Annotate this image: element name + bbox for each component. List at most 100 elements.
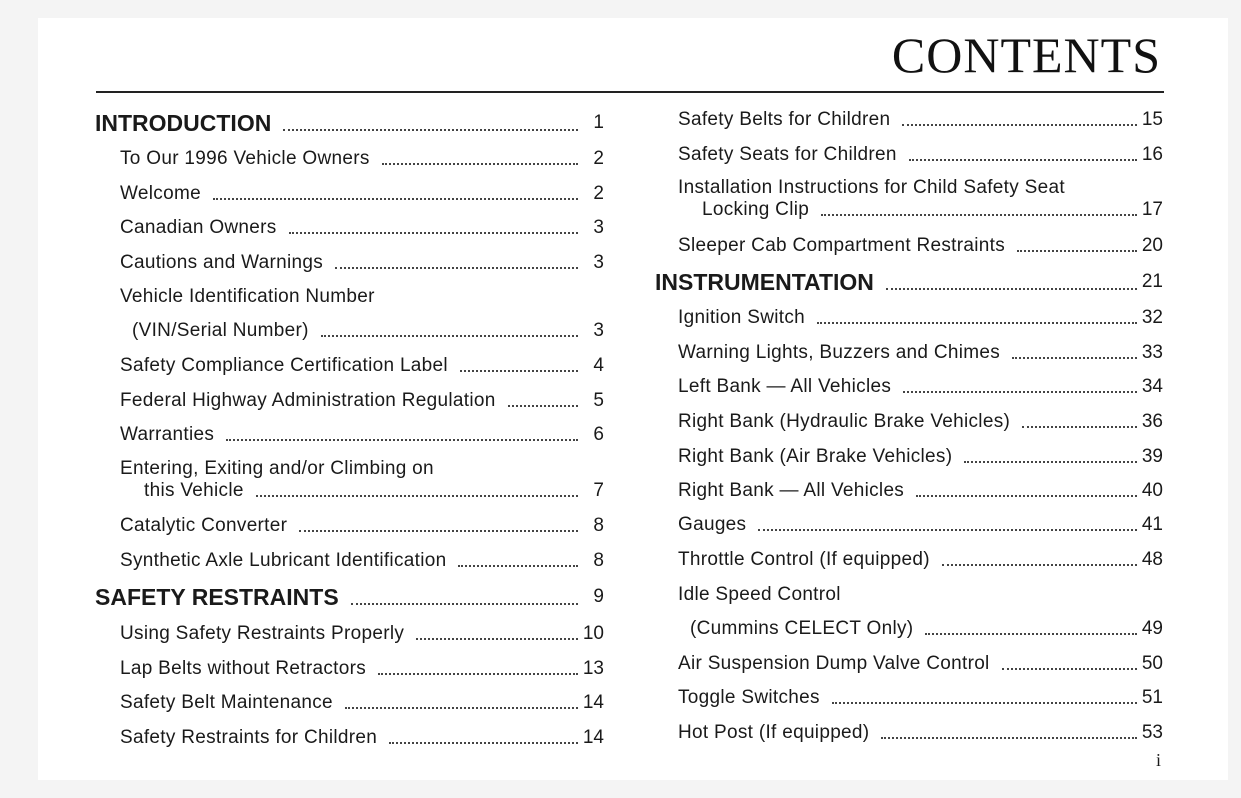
toc-entry-page: 2 (593, 148, 604, 169)
dot-leader (941, 564, 1137, 566)
toc-entry: Toggle Switches 51 (678, 687, 1163, 709)
dot-leader (459, 370, 578, 372)
toc-entry-label: Toggle Switches (678, 687, 820, 708)
toc-entry: Left Bank — All Vehicles 34 (678, 376, 1163, 398)
dot-leader (903, 391, 1137, 393)
dot-leader (831, 702, 1137, 704)
toc-entry-label: Installation Instructions for Child Safe… (678, 177, 1065, 198)
toc-entry-label: Ignition Switch (678, 307, 806, 328)
dot-leader (350, 603, 578, 605)
toc-entry-page: 3 (593, 217, 604, 238)
toc-entry: Ignition Switch 32 (678, 307, 1163, 329)
toc-entry-page: 51 (1141, 687, 1163, 708)
toc-entry: Safety Compliance Certification Label 4 (120, 355, 604, 377)
toc-entry-page: 8 (593, 515, 604, 536)
toc-entry: (Cummins CELECT Only) 49 (690, 618, 1163, 640)
toc-entry: Idle Speed Control (678, 584, 1163, 606)
toc-entry-label: Right Bank (Hydraulic Brake Vehicles) (678, 411, 1011, 432)
toc-heading-label: INTRODUCTION (95, 110, 272, 136)
toc-entry-page: 14 (582, 692, 604, 713)
toc-entry: (VIN/Serial Number) 3 (132, 320, 604, 342)
toc-entry-page: 40 (1141, 480, 1163, 501)
toc-entry: Using Safety Restraints Properly 10 (120, 623, 604, 645)
toc-entry-label: Vehicle Identification Number (120, 286, 375, 307)
toc-entry-page: 6 (593, 424, 604, 445)
dot-leader (299, 530, 578, 532)
toc-entry: Warning Lights, Buzzers and Chimes 33 (678, 342, 1163, 364)
toc-entry-label: (Cummins CELECT Only) (690, 618, 914, 639)
toc-entry-page: 36 (1141, 411, 1163, 432)
toc-entry: Safety Belt Maintenance 14 (120, 692, 604, 714)
dot-leader (964, 461, 1137, 463)
toc-entry-page: 15 (1141, 109, 1163, 130)
toc-entry-page: 8 (593, 550, 604, 571)
toc-entry-page: 17 (1141, 199, 1163, 220)
toc-entry-page: 50 (1141, 653, 1163, 674)
dot-leader (344, 707, 578, 709)
toc-entry-page: 53 (1141, 722, 1163, 743)
toc-entry: Warranties 6 (120, 424, 604, 446)
toc-entry-label: Canadian Owners (120, 217, 277, 238)
toc-entry: Entering, Exiting and/or Climbing on this… (120, 458, 604, 502)
toc-entry: Safety Belts for Children 15 (678, 109, 1163, 131)
dot-leader (881, 737, 1137, 739)
toc-entry-label: Safety Belts for Children (678, 109, 891, 130)
toc-entry-page: 49 (1141, 618, 1163, 639)
toc-entry: Right Bank — All Vehicles 40 (678, 480, 1163, 502)
dot-leader (507, 405, 578, 407)
dot-leader (416, 638, 578, 640)
toc-entry: Cautions and Warnings 3 (120, 252, 604, 274)
dot-leader (908, 159, 1137, 161)
toc-entry: Right Bank (Hydraulic Brake Vehicles) 36 (678, 411, 1163, 433)
dot-leader (283, 129, 578, 131)
toc-entry-label: Safety Restraints for Children (120, 727, 378, 748)
toc-entry-page: 48 (1141, 549, 1163, 570)
toc-section-heading: INTRODUCTION 1 (95, 110, 604, 136)
dot-leader (925, 633, 1137, 635)
toc-entry: Hot Post (If equipped) 53 (678, 722, 1163, 744)
dot-leader (821, 214, 1137, 216)
toc-entry: Welcome 2 (120, 183, 604, 205)
toc-entry-page: 39 (1141, 446, 1163, 467)
toc-entry: Air Suspension Dump Valve Control 50 (678, 653, 1163, 675)
toc-entry-page: 20 (1141, 235, 1163, 256)
toc-entry: Right Bank (Air Brake Vehicles) 39 (678, 446, 1163, 468)
toc-entry-label: Safety Seats for Children (678, 144, 897, 165)
dot-leader (226, 439, 578, 441)
toc-entry-page: 34 (1141, 376, 1163, 397)
toc-entry-label: Hot Post (If equipped) (678, 722, 870, 743)
dot-leader (1022, 426, 1137, 428)
toc-entry-label: Entering, Exiting and/or Climbing on (120, 458, 434, 479)
toc-entry-page: 33 (1141, 342, 1163, 363)
toc-entry-label: Warranties (120, 424, 215, 445)
page-number: i (1155, 750, 1161, 770)
toc-entry-label: (VIN/Serial Number) (132, 320, 309, 341)
dot-leader (389, 742, 578, 744)
toc-entry-page: 5 (593, 390, 604, 411)
toc-entry-page: 16 (1141, 144, 1163, 165)
dot-leader (212, 198, 578, 200)
toc-entry-page: 2 (593, 183, 604, 204)
toc-entry: Throttle Control (If equipped) 48 (678, 549, 1163, 571)
toc-entry: Synthetic Axle Lubricant Identification 8 (120, 550, 604, 572)
document-page (38, 18, 1228, 780)
toc-section-heading: SAFETY RESTRAINTS 9 (95, 584, 604, 610)
toc-entry-page: 3 (593, 320, 604, 341)
dot-leader (378, 673, 578, 675)
page-title: CONTENTS (891, 27, 1161, 83)
toc-section-heading: INSTRUMENTATION 21 (655, 269, 1163, 295)
dot-leader (1012, 357, 1137, 359)
dot-leader (288, 232, 578, 234)
dot-leader (255, 495, 578, 497)
dot-leader (458, 565, 578, 567)
title-rule (96, 91, 1164, 93)
toc-entry-label: Right Bank — All Vehicles (678, 480, 905, 501)
dot-leader (320, 335, 578, 337)
toc-entry-label: Safety Compliance Certification Label (120, 355, 448, 376)
toc-entry-page: 7 (593, 480, 604, 501)
toc-entry-label: Using Safety Restraints Properly (120, 623, 405, 644)
toc-entry-label-continued: this Vehicle (144, 480, 244, 501)
dot-leader (335, 267, 578, 269)
toc-entry-label: Air Suspension Dump Valve Control (678, 653, 990, 674)
toc-entry-label: Safety Belt Maintenance (120, 692, 333, 713)
